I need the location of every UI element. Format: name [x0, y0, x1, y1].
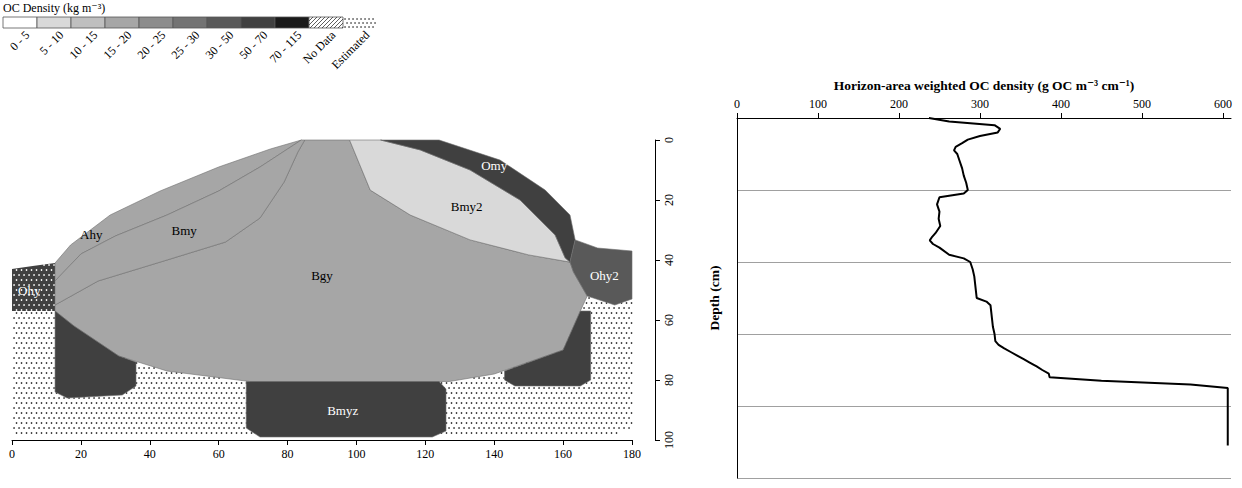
- svg-text:40: 40: [662, 254, 676, 266]
- svg-text:140: 140: [485, 447, 503, 461]
- svg-text:Ahy: Ahy: [80, 227, 103, 242]
- svg-text:180: 180: [623, 447, 641, 461]
- svg-text:500: 500: [1133, 97, 1151, 111]
- svg-text:100: 100: [809, 97, 827, 111]
- svg-text:20 - 25: 20 - 25: [135, 28, 169, 62]
- svg-text:120: 120: [416, 447, 434, 461]
- svg-text:Ohy2: Ohy2: [590, 268, 619, 283]
- svg-text:Bmyz: Bmyz: [327, 403, 358, 418]
- svg-text:5 - 10: 5 - 10: [37, 28, 67, 58]
- svg-text:80: 80: [282, 447, 294, 461]
- svg-text:100: 100: [662, 431, 676, 449]
- svg-text:300: 300: [971, 97, 989, 111]
- svg-text:Omy: Omy: [481, 158, 508, 173]
- svg-text:600: 600: [1214, 97, 1232, 111]
- svg-text:Estimated: Estimated: [329, 28, 373, 72]
- svg-text:10 - 15: 10 - 15: [67, 28, 101, 62]
- svg-text:40: 40: [144, 447, 156, 461]
- svg-text:0: 0: [662, 137, 676, 143]
- svg-text:50 - 70: 50 - 70: [237, 28, 271, 62]
- svg-text:0: 0: [9, 447, 15, 461]
- svg-text:Horizon-area weighted OC densi: Horizon-area weighted OC density (g OC m…: [834, 78, 1135, 93]
- svg-text:80: 80: [662, 374, 676, 386]
- svg-text:30 - 50: 30 - 50: [203, 28, 237, 62]
- svg-text:25 - 30: 25 - 30: [169, 28, 203, 62]
- svg-text:15 - 20: 15 - 20: [101, 28, 135, 62]
- svg-text:OC Density (kg m⁻³): OC Density (kg m⁻³): [3, 1, 105, 15]
- svg-text:Bgy: Bgy: [311, 268, 333, 283]
- svg-text:100: 100: [347, 447, 365, 461]
- svg-text:Ohy: Ohy: [18, 283, 41, 298]
- svg-text:160: 160: [554, 447, 572, 461]
- svg-text:70 - 115: 70 - 115: [267, 28, 305, 66]
- svg-text:60: 60: [213, 447, 225, 461]
- svg-text:No Data: No Data: [300, 28, 339, 67]
- svg-text:0 - 5: 0 - 5: [7, 28, 32, 53]
- svg-text:60: 60: [662, 314, 676, 326]
- svg-text:0: 0: [734, 97, 740, 111]
- svg-text:Bmy2: Bmy2: [451, 199, 483, 214]
- svg-text:200: 200: [890, 97, 908, 111]
- svg-text:20: 20: [662, 194, 676, 206]
- svg-text:400: 400: [1052, 97, 1070, 111]
- svg-text:20: 20: [75, 447, 87, 461]
- svg-text:Bmy: Bmy: [172, 223, 198, 238]
- svg-text:Depth (cm): Depth (cm): [707, 266, 722, 331]
